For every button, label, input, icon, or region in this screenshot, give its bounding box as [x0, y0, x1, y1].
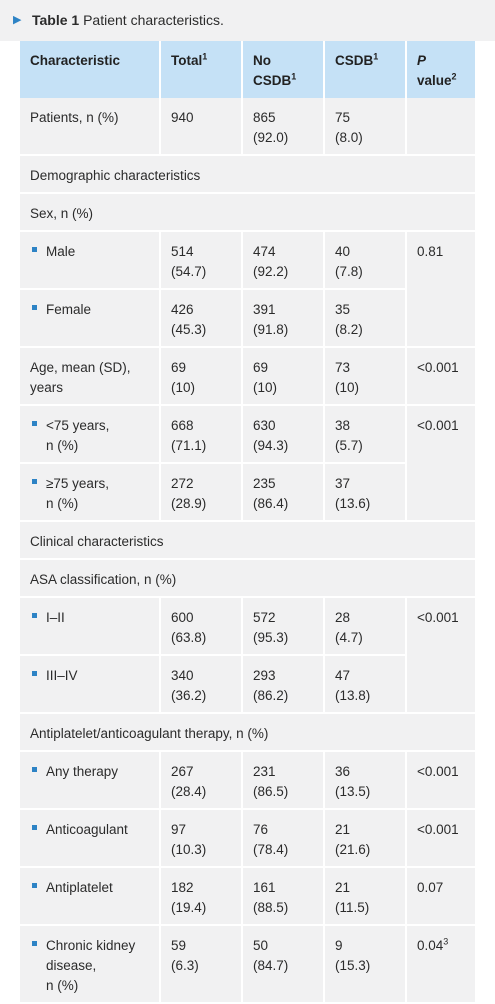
table-row: Any therapy 267 (28.4) 231 (86.5) 36 (13.5)…: [20, 751, 475, 810]
section-row: Demographic characteristics: [20, 155, 475, 194]
subsection-row: Antiplatelet/anticoagulant therapy, n (%…: [20, 713, 475, 752]
caption-text: Patient characteristics.: [83, 12, 224, 28]
table-row: Patients, n (%) 940 865 (92.0) 75 (8.0): [20, 98, 475, 156]
header-total: Total1: [160, 41, 243, 98]
table-row: Anticoagulant 97 (10.3) 76 (78.4) 21 (21.6)…: [20, 809, 475, 868]
subsection-row: ASA classification, n (%): [20, 559, 475, 598]
table-row: Antiplatelet 182 (19.4) 161 (88.5) 21 (11.5…: [20, 867, 475, 926]
table-row: I–II 600 (63.8) 572 (95.3) 28 (4.7) <0.001: [20, 597, 475, 656]
table-row: ≥75 years, n (%) 272 (28.9) 235 (86.4) 37 (1…: [20, 463, 475, 522]
header-characteristic: Characteristic: [20, 41, 161, 98]
header-csdb: CSDB1: [324, 41, 407, 98]
table-row: Chronic kidney disease, n (%) 59 (6.3) 50 (8…: [20, 925, 475, 1004]
table-row: Age, mean (SD), years 69 (10) 69 (10) 73 (10…: [20, 347, 475, 406]
caption-label: Table 1: [32, 12, 80, 28]
table-row: Female 426 (45.3) 391 (91.8) 35 (8.2): [20, 289, 475, 348]
table-row: <75 years, n (%) 668 (71.1) 630 (94.3) 38 (5…: [20, 405, 475, 464]
header-no-csdb: No CSDB1: [242, 41, 325, 98]
section-row: Clinical characteristics: [20, 521, 475, 560]
subsection-row: Sex, n (%): [20, 193, 475, 232]
table-caption: ▶ Table 1 Patient characteristics.: [0, 0, 495, 41]
caption-triangle-icon: ▶: [13, 14, 22, 26]
table-row: III–IV 340 (36.2) 293 (86.2) 47 (13.8): [20, 655, 475, 714]
table-row: Male 514 (54.7) 474 (92.2) 40 (7.8) 0.81: [20, 231, 475, 290]
